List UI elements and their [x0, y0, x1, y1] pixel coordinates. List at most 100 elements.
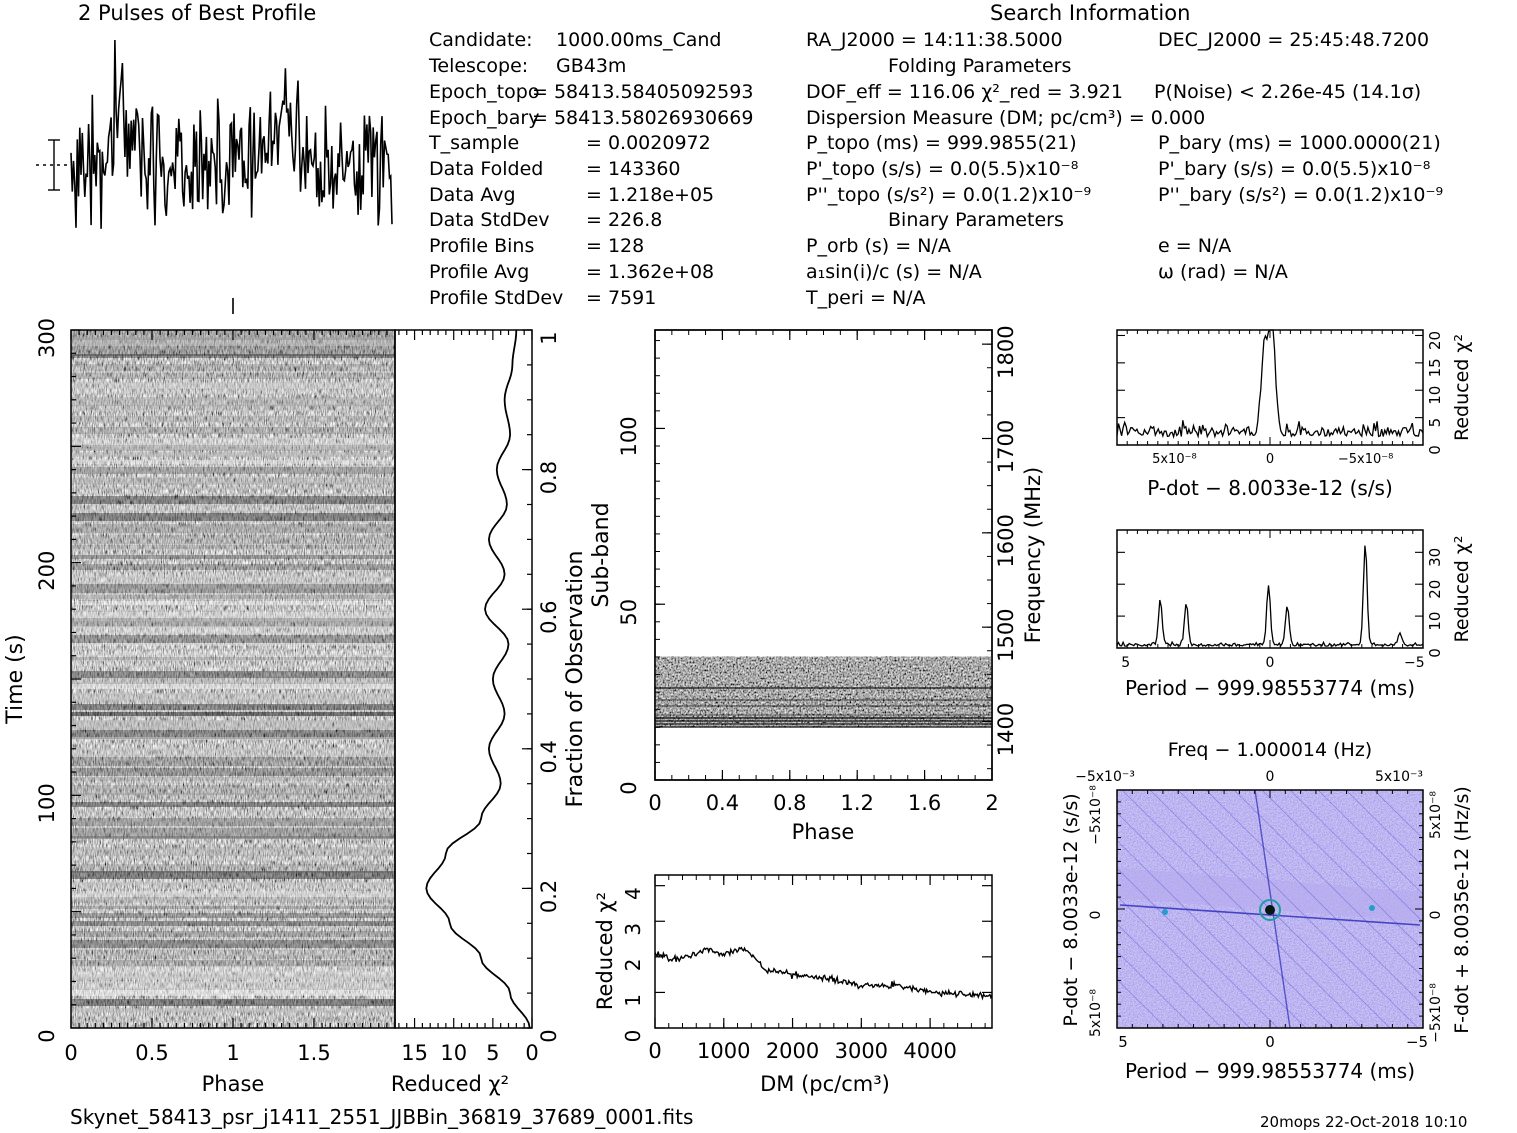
ppd-ylabel-right: F-dot + 8.0035e-12 (Hz/s): [1451, 786, 1473, 1034]
folding-title: Folding Parameters: [888, 55, 1072, 77]
subband-row: [655, 719, 992, 722]
time-band: [71, 595, 395, 599]
y-tick-label: 200: [35, 551, 59, 591]
cand-label: T_sample: [429, 132, 520, 154]
time-band: [71, 618, 395, 627]
y-tick-label: 20: [1426, 331, 1444, 350]
x-tick-label: 1.6: [908, 791, 941, 815]
pdot-chi2-xlabel: P-dot − 8.0033e-12 (s/s): [1147, 476, 1393, 500]
time-band: [71, 671, 395, 678]
x-tick-label: −5: [1404, 655, 1425, 671]
cand-value: = 0.0020972: [586, 132, 711, 154]
time-band: [71, 836, 395, 839]
ppd-streak: [1317, 790, 1423, 895]
subband-row: [655, 713, 992, 716]
x-tick-label: 0: [1266, 452, 1274, 467]
time-phase-noise: [71, 330, 395, 1028]
search-info-title: Search Information: [990, 1, 1191, 25]
x-tick-label: 2000: [766, 1039, 819, 1063]
subband-xlabel: Phase: [792, 820, 855, 844]
porb-line: P_orb (s) = N/A: [806, 235, 951, 257]
time-band: [71, 891, 395, 897]
ppd-streak: [1177, 790, 1419, 1028]
period-chi2-xlabel: Period − 999.98553774 (ms): [1125, 676, 1415, 700]
cand-value: = 128: [586, 235, 645, 257]
time-band: [71, 847, 395, 856]
time-band: [71, 635, 395, 643]
time-band: [71, 712, 395, 716]
y2-tick-label: −5x10⁻⁸: [1428, 983, 1444, 1043]
time-band: [71, 737, 395, 740]
ppd-streak: [1289, 790, 1423, 923]
y-tick-label: 5: [1426, 418, 1444, 428]
time-band: [71, 990, 395, 996]
x-tick-label: 5x10⁻⁸: [1152, 452, 1197, 467]
time-band: [71, 506, 395, 513]
chi2-xlabel: Reduced χ²: [391, 1072, 509, 1096]
time-band: [71, 601, 395, 605]
time-band: [71, 857, 395, 860]
subband-row: [655, 716, 992, 719]
time-band: [71, 747, 395, 757]
profile-title: 2 Pulses of Best Profile: [78, 1, 317, 25]
y-tick-label: 0.6: [537, 600, 561, 633]
time-band: [71, 1008, 395, 1013]
ppd-streak: [1121, 790, 1363, 1028]
time-band: [71, 383, 395, 389]
time-band: [71, 785, 395, 795]
binary-title: Binary Parameters: [888, 209, 1064, 231]
ppd-side-peak: [1162, 909, 1168, 915]
time-band: [71, 364, 395, 371]
y-tick-label: 0: [1088, 911, 1104, 920]
pdot-chi2-curve: [1116, 329, 1424, 440]
pddtopo-line: P''_topo (s/s²) = 0.0(1.2)x10⁻⁹: [806, 184, 1092, 206]
time-band: [71, 730, 395, 739]
pdbary-line: P'_bary (s/s) = 0.0(5.5)x10⁻⁸: [1158, 158, 1431, 180]
footer-timestamp: 20mops 22-Oct-2018 10:10: [1260, 1113, 1468, 1131]
omega-line: ω (rad) = N/A: [1158, 261, 1288, 283]
time-band: [71, 967, 395, 974]
cand-value: GB43m: [556, 55, 627, 77]
time-band: [71, 545, 395, 549]
time-band: [71, 657, 395, 660]
y-tick-label: 10: [1426, 386, 1444, 405]
period-chi2-ylabel: Reduced χ²: [1451, 536, 1473, 643]
y-tick-label: 0.4: [537, 740, 561, 773]
dm-line: Dispersion Measure (DM; pc/cm³) = 0.000: [806, 107, 1206, 129]
ppd-streak: [1117, 923, 1223, 1028]
time-band: [71, 346, 395, 356]
subband-ylabel: Sub-band: [589, 502, 614, 607]
ecc-line: e = N/A: [1158, 235, 1232, 257]
pddbary-line: P''_bary (s/s²) = 0.0(1.2)x10⁻⁹: [1158, 184, 1444, 206]
time-band: [71, 974, 395, 980]
time-band: [71, 897, 395, 903]
time-band: [71, 438, 395, 447]
x-tick-label: 0.4: [706, 791, 739, 815]
pbary-line: P_bary (ms) = 1000.0000(21): [1158, 132, 1441, 154]
time-band: [71, 354, 395, 358]
time-band: [71, 802, 395, 807]
cand-label: Telescope:: [429, 55, 529, 77]
x-tick-label: 0: [648, 1039, 661, 1063]
cand-label: Candidate:: [429, 29, 533, 51]
ppd-streak: [1117, 895, 1251, 1028]
time-band: [71, 445, 395, 451]
ppd-xlabel: Period − 999.98553774 (ms): [1125, 1059, 1415, 1083]
time-band: [71, 584, 395, 593]
y-tick-label: 0.2: [537, 880, 561, 913]
subband-row: [655, 698, 992, 701]
time-band: [71, 643, 395, 646]
time-band: [71, 555, 395, 559]
x-tick-label: 0.8: [773, 791, 806, 815]
time-band: [71, 864, 395, 873]
y-tick-label: 5x10⁻⁸: [1088, 989, 1104, 1037]
x-tick-label: −5x10⁻⁸: [1338, 452, 1393, 467]
cand-value: 1000.00ms_Cand: [556, 29, 722, 51]
x-tick-label: 2: [985, 791, 998, 815]
time-band: [71, 757, 395, 766]
x-tick-label: 1.5: [297, 1041, 330, 1065]
cand-value: = 7591: [586, 287, 657, 309]
time-band: [71, 921, 395, 926]
cand-label: Data StdDev: [429, 209, 550, 231]
